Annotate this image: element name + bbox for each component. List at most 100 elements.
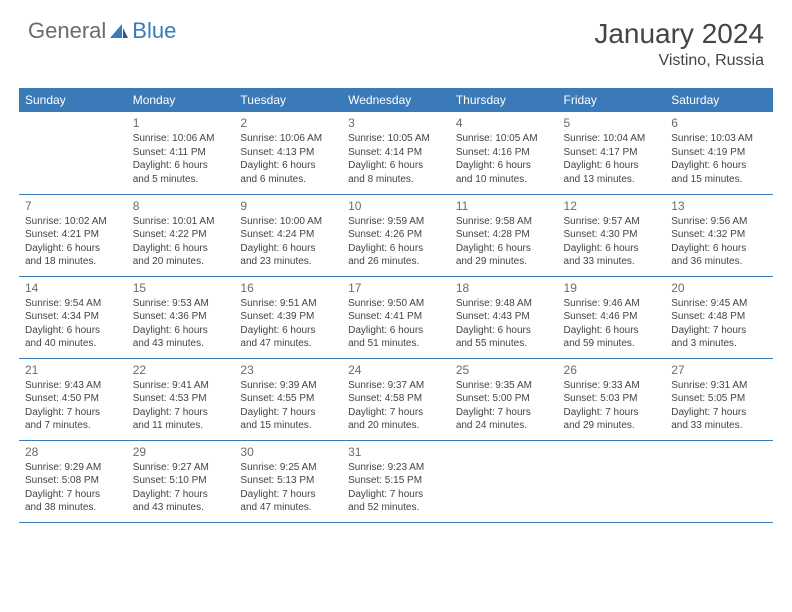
calendar-cell: 13Sunrise: 9:56 AMSunset: 4:32 PMDayligh… — [665, 194, 773, 276]
calendar-cell: 11Sunrise: 9:58 AMSunset: 4:28 PMDayligh… — [450, 194, 558, 276]
day-info-line: Daylight: 6 hours — [240, 159, 336, 173]
day-info-line: Daylight: 7 hours — [133, 488, 229, 502]
calendar-cell: 6Sunrise: 10:03 AMSunset: 4:19 PMDayligh… — [665, 112, 773, 194]
day-info-line: Daylight: 6 hours — [348, 324, 444, 338]
day-info-line: Daylight: 6 hours — [348, 242, 444, 256]
calendar-header-row: Sunday Monday Tuesday Wednesday Thursday… — [19, 88, 773, 112]
day-info-line: Sunrise: 9:27 AM — [133, 461, 229, 475]
day-info-line: Sunrise: 10:03 AM — [671, 132, 767, 146]
title-block: January 2024 Vistino, Russia — [594, 18, 764, 70]
day-info-line: Daylight: 6 hours — [564, 324, 660, 338]
calendar-cell — [450, 440, 558, 522]
day-info-line: Sunset: 5:05 PM — [671, 392, 767, 406]
day-info-line: Daylight: 6 hours — [25, 242, 121, 256]
day-info-line: Sunset: 4:11 PM — [133, 146, 229, 160]
day-info-line: Sunrise: 9:57 AM — [564, 215, 660, 229]
day-info-line: Daylight: 6 hours — [456, 242, 552, 256]
day-number: 21 — [25, 362, 121, 378]
day-number: 31 — [348, 444, 444, 460]
day-info-line: and 20 minutes. — [133, 255, 229, 269]
day-info-line: Daylight: 6 hours — [133, 159, 229, 173]
day-info-line: Sunrise: 9:51 AM — [240, 297, 336, 311]
day-info-line: Sunset: 5:10 PM — [133, 474, 229, 488]
day-info-line: Sunrise: 9:31 AM — [671, 379, 767, 393]
day-info-line: and 47 minutes. — [240, 337, 336, 351]
day-number: 28 — [25, 444, 121, 460]
calendar-cell: 21Sunrise: 9:43 AMSunset: 4:50 PMDayligh… — [19, 358, 127, 440]
day-info-line: Sunrise: 9:37 AM — [348, 379, 444, 393]
day-info-line: Sunset: 4:32 PM — [671, 228, 767, 242]
day-info-line: Sunrise: 9:50 AM — [348, 297, 444, 311]
day-info-line: and 11 minutes. — [133, 419, 229, 433]
brand-name-a: General — [28, 18, 106, 44]
day-info-line: and 38 minutes. — [25, 501, 121, 515]
day-info-line: Sunrise: 9:48 AM — [456, 297, 552, 311]
day-info-line: Sunrise: 10:01 AM — [133, 215, 229, 229]
calendar-cell: 30Sunrise: 9:25 AMSunset: 5:13 PMDayligh… — [234, 440, 342, 522]
day-info-line: Sunrise: 10:00 AM — [240, 215, 336, 229]
day-info-line: Sunset: 4:53 PM — [133, 392, 229, 406]
day-number: 9 — [240, 198, 336, 214]
day-number: 25 — [456, 362, 552, 378]
day-info-line: Sunset: 5:03 PM — [564, 392, 660, 406]
day-number: 11 — [456, 198, 552, 214]
calendar-row: 7Sunrise: 10:02 AMSunset: 4:21 PMDayligh… — [19, 194, 773, 276]
calendar-cell: 15Sunrise: 9:53 AMSunset: 4:36 PMDayligh… — [127, 276, 235, 358]
day-info-line: Sunrise: 9:33 AM — [564, 379, 660, 393]
page-title: January 2024 — [594, 18, 764, 50]
day-number: 10 — [348, 198, 444, 214]
day-number: 2 — [240, 115, 336, 131]
calendar-row: 14Sunrise: 9:54 AMSunset: 4:34 PMDayligh… — [19, 276, 773, 358]
day-info-line: Sunset: 4:36 PM — [133, 310, 229, 324]
calendar-cell — [665, 440, 773, 522]
day-info-line: and 29 minutes. — [564, 419, 660, 433]
calendar-cell: 22Sunrise: 9:41 AMSunset: 4:53 PMDayligh… — [127, 358, 235, 440]
day-info-line: and 33 minutes. — [671, 419, 767, 433]
day-info-line: Sunrise: 9:29 AM — [25, 461, 121, 475]
day-info-line: Sunset: 4:28 PM — [456, 228, 552, 242]
day-info-line: Sunrise: 9:54 AM — [25, 297, 121, 311]
day-info-line: Sunset: 4:43 PM — [456, 310, 552, 324]
day-info-line: Daylight: 6 hours — [671, 159, 767, 173]
day-info-line: Sunset: 4:46 PM — [564, 310, 660, 324]
day-info-line: Sunset: 5:13 PM — [240, 474, 336, 488]
day-number: 18 — [456, 280, 552, 296]
brand-logo: General Blue — [28, 18, 176, 44]
day-number: 22 — [133, 362, 229, 378]
day-info-line: and 18 minutes. — [25, 255, 121, 269]
day-number: 20 — [671, 280, 767, 296]
day-info-line: Daylight: 6 hours — [133, 242, 229, 256]
calendar-cell: 20Sunrise: 9:45 AMSunset: 4:48 PMDayligh… — [665, 276, 773, 358]
calendar-row: 28Sunrise: 9:29 AMSunset: 5:08 PMDayligh… — [19, 440, 773, 522]
day-info-line: and 51 minutes. — [348, 337, 444, 351]
day-info-line: Sunrise: 10:02 AM — [25, 215, 121, 229]
day-info-line: and 40 minutes. — [25, 337, 121, 351]
day-info-line: Sunrise: 9:53 AM — [133, 297, 229, 311]
day-number: 23 — [240, 362, 336, 378]
calendar-cell: 19Sunrise: 9:46 AMSunset: 4:46 PMDayligh… — [558, 276, 666, 358]
day-info-line: Sunset: 5:00 PM — [456, 392, 552, 406]
day-info-line: Sunset: 4:30 PM — [564, 228, 660, 242]
day-info-line: Daylight: 6 hours — [456, 159, 552, 173]
day-info-line: Sunset: 4:19 PM — [671, 146, 767, 160]
day-info-line: Daylight: 6 hours — [564, 242, 660, 256]
day-info-line: and 15 minutes. — [240, 419, 336, 433]
calendar-cell: 26Sunrise: 9:33 AMSunset: 5:03 PMDayligh… — [558, 358, 666, 440]
calendar-cell: 14Sunrise: 9:54 AMSunset: 4:34 PMDayligh… — [19, 276, 127, 358]
day-info-line: and 26 minutes. — [348, 255, 444, 269]
calendar-cell: 1Sunrise: 10:06 AMSunset: 4:11 PMDayligh… — [127, 112, 235, 194]
day-info-line: and 36 minutes. — [671, 255, 767, 269]
day-info-line: Daylight: 6 hours — [456, 324, 552, 338]
day-number: 27 — [671, 362, 767, 378]
day-info-line: Daylight: 7 hours — [25, 488, 121, 502]
calendar-cell: 18Sunrise: 9:48 AMSunset: 4:43 PMDayligh… — [450, 276, 558, 358]
day-info-line: Sunrise: 9:23 AM — [348, 461, 444, 475]
day-info-line: and 33 minutes. — [564, 255, 660, 269]
day-info-line: Sunset: 4:48 PM — [671, 310, 767, 324]
calendar-cell: 31Sunrise: 9:23 AMSunset: 5:15 PMDayligh… — [342, 440, 450, 522]
day-info-line: Sunrise: 10:05 AM — [348, 132, 444, 146]
calendar-cell — [19, 112, 127, 194]
day-info-line: Sunrise: 9:39 AM — [240, 379, 336, 393]
day-number: 1 — [133, 115, 229, 131]
day-number: 16 — [240, 280, 336, 296]
